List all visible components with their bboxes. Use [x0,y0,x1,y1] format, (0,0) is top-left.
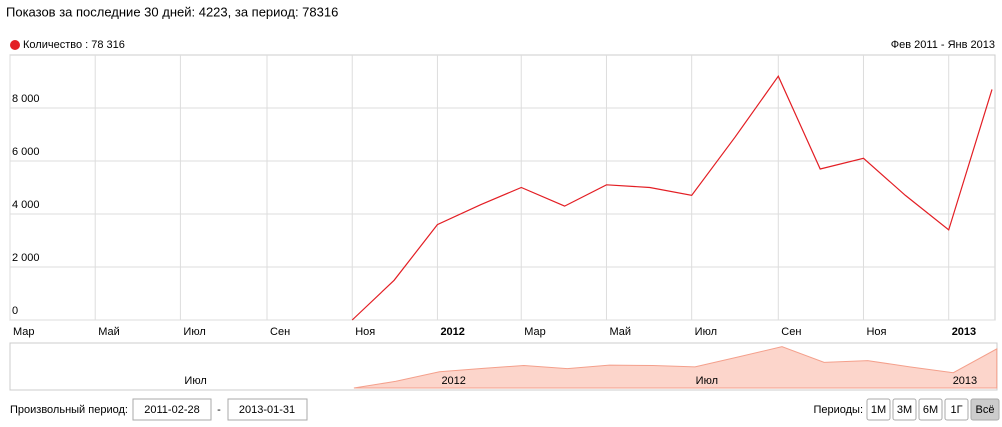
date-from: 2011-02-28 [144,404,199,416]
x-tick-label: Июл [183,326,205,338]
period-button[interactable]: 1Г [944,398,969,421]
date-input[interactable] [132,398,212,421]
x-tick-label: 2013 [952,326,976,338]
button-label: 6М [923,404,938,416]
x-tick-label: 2012 [440,326,464,338]
x-tick-label: Мар [524,326,546,338]
custom-period-label: Произвольный период: [10,404,128,416]
button-bg [970,398,1000,421]
header: Показов за последние 30 дней: 4223, за п… [6,4,338,19]
legend-marker [10,40,20,50]
button-label: 3М [897,404,912,416]
button-bg [866,398,891,421]
navigator-area [353,346,998,389]
x-tick-label: Сен [781,326,801,338]
subtitle: Фев 2011 - Янв 2013 [891,39,995,51]
button-bg [892,398,917,421]
date-input[interactable] [227,398,308,421]
x-tick-label: Ноя [355,326,375,338]
legend-label: Количество : 78 316 [23,39,125,51]
x-tick-label: Июл [695,326,717,338]
button-label: 1Г [950,404,962,416]
x-tick-label: Ноя [866,326,886,338]
button-bg [918,398,943,421]
navigator-label: Июл [696,375,718,387]
navigator-label: 2012 [441,375,465,387]
x-tick-label: Май [609,326,631,338]
y-tick-label: 8 000 [12,93,40,105]
dash: - [217,404,221,416]
y-tick-label: 0 [12,305,18,317]
button-bg [944,398,969,421]
plot-frame [9,54,996,321]
date-to: 2013-01-31 [239,404,295,416]
y-tick-label: 6 000 [12,146,40,158]
series-line [351,74,993,321]
period-button[interactable]: 6М [918,398,943,421]
y-tick-label: 2 000 [12,252,40,264]
x-tick-label: Сен [270,326,290,338]
button-label: 1М [871,404,886,416]
period-button[interactable]: 3М [892,398,917,421]
button-label: Всё [976,404,995,416]
x-tick-label: Май [98,326,120,338]
navigator-label: 2013 [953,375,977,387]
period-button[interactable]: 1М [866,398,891,421]
periods-label: Периоды: [813,404,863,416]
y-tick-label: 4 000 [12,199,40,211]
x-tick-label: Мар [13,326,35,338]
navigator-label: Июл [184,375,206,387]
period-button[interactable]: Всё [970,398,1000,421]
